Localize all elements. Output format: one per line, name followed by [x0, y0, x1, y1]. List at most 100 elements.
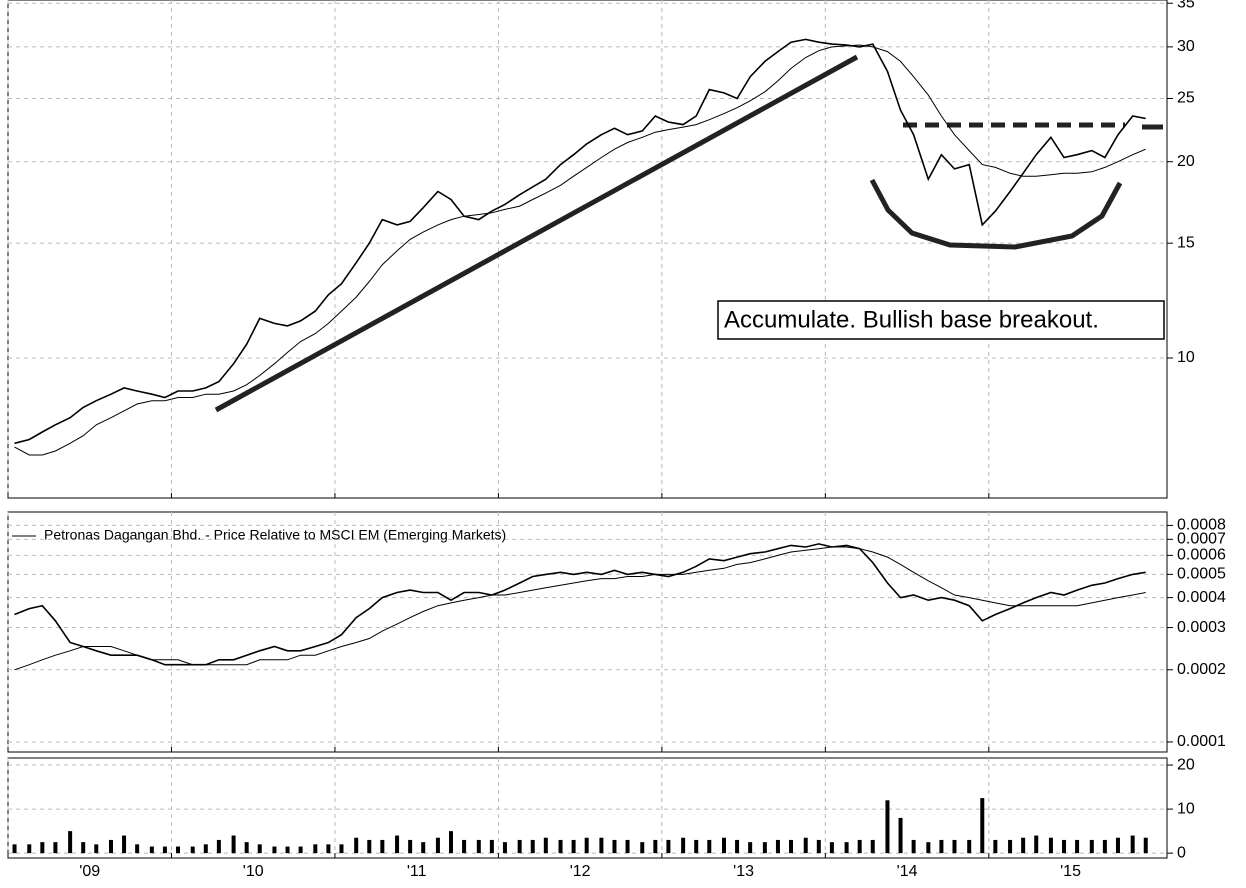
volume-bar: [108, 839, 113, 854]
volume-bar: [1034, 835, 1039, 854]
volume-bar: [952, 839, 957, 854]
volume-bar: [571, 839, 576, 854]
x-tick-label: '14: [897, 863, 918, 880]
x-tick-label: '10: [243, 863, 264, 880]
volume-bar: [502, 842, 507, 854]
volume-bar: [530, 839, 535, 854]
y-tick-label: 0.0002: [1177, 661, 1226, 678]
volume-bar: [462, 839, 467, 854]
volume-bar: [558, 839, 563, 854]
volume-bar: [721, 837, 726, 854]
moving-average-line: [14, 44, 1146, 456]
moving-average-line: [14, 546, 1146, 671]
y-tick-label: 15: [1177, 234, 1195, 251]
volume-bar: [12, 844, 17, 854]
volume-bar: [1048, 837, 1053, 854]
volume-bar: [339, 844, 344, 854]
volume-bar: [53, 842, 58, 854]
volume-bar: [435, 837, 440, 854]
volume-bar: [203, 844, 208, 854]
volume-bar: [584, 837, 589, 854]
volume-bar: [926, 842, 931, 854]
y-tick-label: 0: [1177, 844, 1186, 861]
volume-bar: [993, 839, 998, 854]
panel-frame: [7, 511, 1168, 753]
volume-bar: [27, 844, 32, 854]
volume-bar: [408, 839, 413, 854]
volume-bar: [122, 835, 127, 854]
y-tick-label: 10: [1177, 800, 1195, 817]
x-tick-label: '13: [733, 863, 754, 880]
volume-bar: [135, 844, 140, 854]
volume-bar: [449, 831, 454, 854]
volume-bar: [625, 839, 630, 854]
volume-bar: [354, 837, 359, 854]
volume-bar: [326, 844, 331, 854]
y-tick-label: 0.0008: [1177, 517, 1226, 534]
volume-bar: [298, 846, 303, 854]
volume-bar: [967, 839, 972, 854]
legend-label: Petronas Dagangan Bhd. - Price Relative …: [44, 527, 506, 543]
volume-bar: [829, 842, 834, 854]
trend-line: [214, 54, 859, 413]
volume-bar: [543, 837, 548, 854]
volume-bar: [190, 846, 195, 854]
annotation: Accumulate. Bullish base breakout.: [724, 306, 1099, 333]
volume-bar: [735, 839, 740, 854]
volume-bar: [231, 835, 236, 854]
volume-bar: [313, 844, 318, 854]
y-tick-label: 20: [1177, 756, 1195, 773]
volume-bar: [1102, 839, 1107, 854]
volume-bar: [1130, 835, 1135, 854]
volume-bar: [803, 837, 808, 854]
y-tick-label: 0.0001: [1177, 733, 1226, 750]
volume-bar: [244, 842, 249, 854]
volume-bar: [1008, 839, 1013, 854]
y-tick-label: 0.0006: [1177, 547, 1226, 564]
volume-bar: [911, 839, 916, 854]
volume-bar: [653, 839, 658, 854]
series-line: [14, 543, 1146, 666]
volume-bar: [681, 837, 686, 854]
volume-bar: [666, 839, 671, 854]
volume-bar: [68, 831, 73, 854]
volume-bar: [939, 839, 944, 854]
volume-bar: [1115, 837, 1120, 854]
volume-bar: [707, 839, 712, 854]
volume-bar: [1089, 839, 1094, 854]
volume-bar: [272, 846, 277, 854]
volume-bar: [640, 842, 645, 854]
y-tick-label: 30: [1177, 38, 1195, 55]
volume-bar: [81, 842, 86, 854]
series-line: [14, 38, 1146, 445]
volume-bar: [775, 839, 780, 854]
x-tick-label: '11: [407, 863, 427, 880]
y-tick-label: 20: [1177, 153, 1195, 170]
volume-bar: [489, 839, 494, 854]
volume-bar: [844, 842, 849, 854]
volume-bar: [149, 846, 154, 854]
volume-bar: [367, 839, 372, 854]
volume-bar: [1062, 839, 1067, 854]
volume-bar: [748, 842, 753, 854]
volume-bar: [380, 839, 385, 854]
volume-bar: [476, 839, 481, 854]
volume-bar: [517, 839, 522, 854]
volume-bar: [421, 842, 426, 854]
volume-bar: [1143, 837, 1148, 854]
volume-bar: [1075, 839, 1080, 854]
y-tick-label: 0.0004: [1177, 589, 1226, 606]
volume-bar: [857, 839, 862, 854]
volume-bar: [285, 846, 290, 854]
volume-bar: [789, 839, 794, 854]
volume-bar: [612, 839, 617, 854]
x-tick-label: '12: [570, 863, 591, 880]
annotation-lines: [214, 54, 1163, 413]
volume-bar: [816, 839, 821, 854]
volume-bar: [694, 839, 699, 854]
y-tick-label: 35: [1177, 0, 1195, 11]
volume-bar: [395, 835, 400, 854]
volume-bar: [162, 846, 167, 854]
y-tick-label: 0.0007: [1177, 531, 1226, 548]
